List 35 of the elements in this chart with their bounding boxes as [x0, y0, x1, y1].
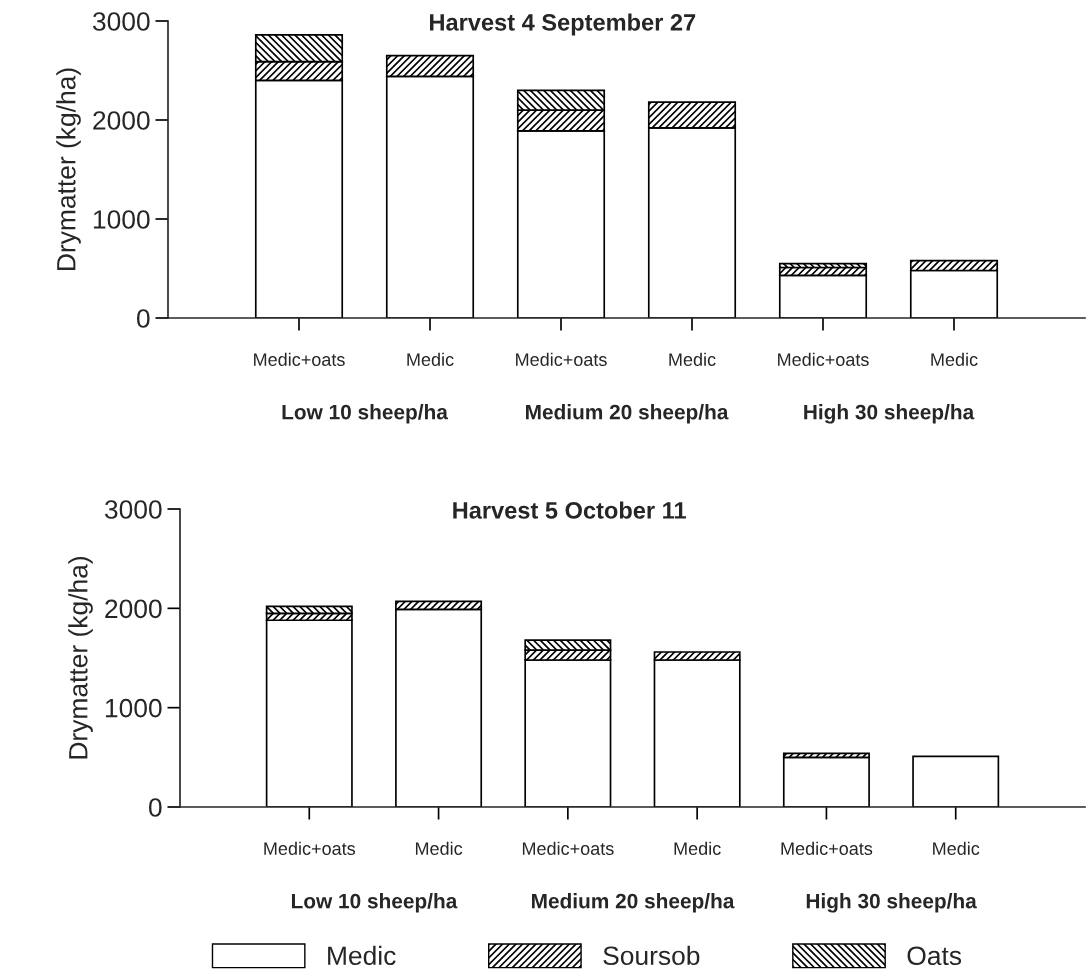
- y-tick-label: 3000: [104, 500, 162, 519]
- y-tick-label: 1000: [93, 210, 150, 229]
- y-tick-label: 3000: [92, 12, 150, 31]
- x-tick-label: Medic: [674, 841, 721, 855]
- x-tick-label: Medic+oats: [522, 841, 614, 855]
- text: Low 10 sheep/ha: [282, 404, 448, 424]
- bar: [912, 755, 1000, 807]
- y-tick-label: 2000: [93, 111, 150, 130]
- legend-label: Medic: [328, 945, 396, 966]
- text: Low 10 sheep/ha: [291, 893, 458, 913]
- x-tick-label: Medic: [931, 352, 978, 366]
- x-tick-label: Medic+oats: [516, 352, 607, 366]
- chart-title: Harvest 4 September 27: [430, 13, 696, 36]
- y-tick-label: 1000: [105, 698, 162, 718]
- legend-label: Oats: [907, 946, 962, 966]
- text: Medium 20 sheep/ha: [532, 893, 735, 913]
- x-tick-label: Medic+oats: [254, 352, 345, 366]
- y-axis-title: Drymatter (kg/ha): [68, 556, 93, 759]
- x-tick-label: Medic: [933, 841, 980, 855]
- x-tick-label: Medic: [669, 352, 716, 366]
- bar: [782, 756, 870, 807]
- text: Medium 20 sheep/ha: [526, 404, 729, 424]
- x-tick-label: Medic+oats: [778, 352, 869, 366]
- y-tick-label: 0: [149, 798, 162, 817]
- x-tick-label: Medic: [407, 352, 454, 366]
- x-tick-label: Medic+oats: [781, 841, 873, 855]
- legend-label: Soursob: [603, 945, 700, 966]
- y-tick-label: 0: [137, 309, 150, 328]
- x-tick-label: Medic+oats: [264, 841, 356, 855]
- text: High 30 sheep/ha: [804, 404, 975, 424]
- y-tick-label: 2000: [105, 599, 162, 619]
- y-axis-title: Drymatter (kg/ha): [56, 68, 81, 270]
- chart-title: Harvest 5 October 11: [453, 501, 686, 519]
- text: High 30 sheep/ha: [806, 893, 977, 913]
- x-tick-label: Medic: [415, 841, 463, 855]
